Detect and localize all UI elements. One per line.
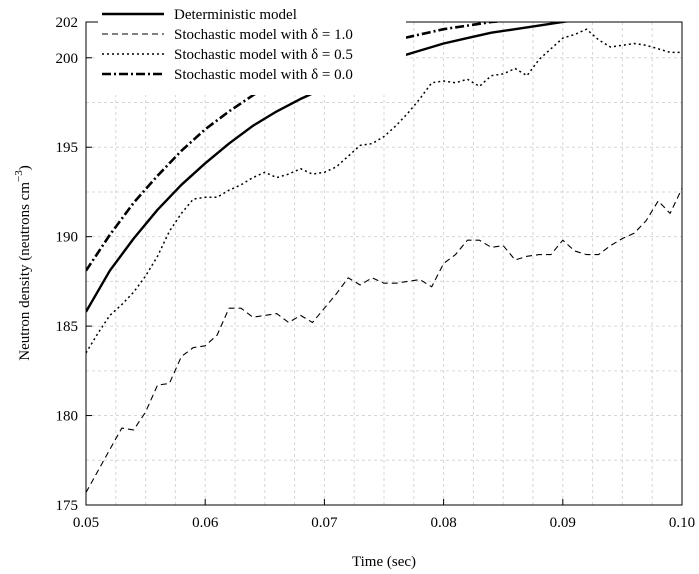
legend-background [98,3,406,95]
legend-label: Stochastic model with δ = 0.5 [174,47,353,63]
y-axis-title-superscript: −3 [13,170,25,182]
y-tick-label: 202 [56,15,79,31]
y-axis-title: Neutron density (neutrons cm−3) [13,165,33,360]
grid-lines [85,22,683,506]
x-tick-label: 0.05 [73,515,99,531]
y-tick-label: 180 [56,409,79,425]
series-line [86,188,682,493]
series-line [86,28,682,354]
y-tick-label: 175 [56,498,79,514]
x-axis-title: Time (sec) [352,554,416,570]
y-tick-label: 200 [56,51,79,67]
axis-ticks: 0.05 0.06 0.07 0.08 0.09 0.10 175 180 185 190 195 2… [56,15,696,531]
x-tick-label: 0.08 [430,515,456,531]
x-tick-label: 0.09 [550,515,576,531]
x-tick-label: 0.07 [311,515,338,531]
legend-label: Deterministic model [174,7,297,23]
y-axis-title-close: ) [17,165,33,170]
y-axis-title-main: Neutron density (neutrons cm [17,182,33,361]
y-tick-label: 185 [56,319,79,335]
y-tick-label: 190 [56,230,79,246]
y-tick-label: 195 [56,140,79,156]
x-tick-label: 0.06 [192,515,219,531]
legend-label: Stochastic model with δ = 1.0 [174,27,353,43]
legend-label: Stochastic model with δ = 0.0 [174,67,353,83]
x-tick-label: 0.10 [669,515,695,531]
legend: Deterministic model Stochastic model with… [98,3,406,95]
